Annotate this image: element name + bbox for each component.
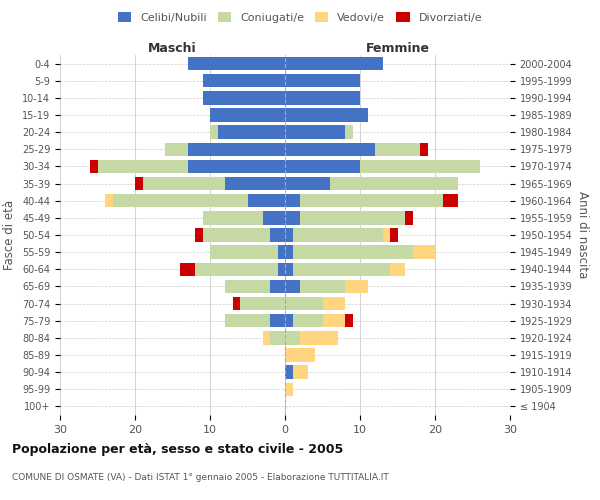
Bar [285, 262, 293, 276]
Bar [263, 331, 270, 344]
Bar [233, 297, 240, 310]
Bar [323, 297, 345, 310]
Bar [360, 160, 480, 173]
Bar [285, 331, 300, 344]
Bar [263, 211, 285, 224]
Bar [285, 57, 383, 70]
Bar [210, 108, 285, 122]
Bar [285, 246, 293, 259]
Bar [270, 314, 285, 328]
Bar [300, 280, 345, 293]
Bar [105, 194, 113, 207]
Bar [300, 331, 337, 344]
Text: Popolazione per età, sesso e stato civile - 2005: Popolazione per età, sesso e stato civil… [12, 442, 343, 456]
Bar [165, 142, 187, 156]
Bar [293, 366, 308, 379]
Bar [285, 74, 360, 88]
Bar [300, 194, 443, 207]
Bar [375, 142, 420, 156]
Bar [113, 194, 248, 207]
Bar [210, 246, 277, 259]
Bar [413, 246, 435, 259]
Bar [225, 314, 270, 328]
Bar [323, 314, 345, 328]
Bar [270, 280, 285, 293]
Bar [187, 142, 285, 156]
Y-axis label: Anni di nascita: Anni di nascita [576, 192, 589, 278]
Y-axis label: Fasce di età: Fasce di età [4, 200, 16, 270]
Bar [293, 228, 383, 241]
Bar [203, 91, 285, 104]
Bar [225, 280, 270, 293]
Bar [285, 177, 330, 190]
Bar [225, 177, 285, 190]
Text: COMUNE DI OSMATE (VA) - Dati ISTAT 1° gennaio 2005 - Elaborazione TUTTITALIA.IT: COMUNE DI OSMATE (VA) - Dati ISTAT 1° ge… [12, 472, 389, 482]
Bar [203, 211, 263, 224]
Bar [285, 142, 375, 156]
Bar [90, 160, 97, 173]
Bar [300, 211, 405, 224]
Bar [345, 280, 367, 293]
Bar [270, 228, 285, 241]
Bar [203, 74, 285, 88]
Bar [248, 194, 285, 207]
Bar [277, 262, 285, 276]
Text: Maschi: Maschi [148, 42, 197, 55]
Bar [285, 348, 315, 362]
Bar [97, 160, 187, 173]
Bar [285, 194, 300, 207]
Bar [187, 160, 285, 173]
Bar [293, 314, 323, 328]
Bar [240, 297, 285, 310]
Bar [345, 126, 353, 139]
Text: Femmine: Femmine [365, 42, 430, 55]
Bar [218, 126, 285, 139]
Bar [285, 91, 360, 104]
Bar [210, 126, 218, 139]
Bar [285, 126, 345, 139]
Bar [443, 194, 458, 207]
Bar [285, 297, 323, 310]
Bar [285, 314, 293, 328]
Bar [420, 142, 427, 156]
Bar [390, 228, 398, 241]
Bar [143, 177, 225, 190]
Bar [285, 211, 300, 224]
Bar [285, 228, 293, 241]
Bar [383, 228, 390, 241]
Bar [390, 262, 405, 276]
Bar [135, 177, 143, 190]
Legend: Celibi/Nubili, Coniugati/e, Vedovi/e, Divorziati/e: Celibi/Nubili, Coniugati/e, Vedovi/e, Di… [113, 8, 487, 28]
Bar [195, 228, 203, 241]
Bar [180, 262, 195, 276]
Bar [405, 211, 413, 224]
Bar [285, 366, 293, 379]
Bar [285, 382, 293, 396]
Bar [330, 177, 458, 190]
Bar [270, 331, 285, 344]
Bar [345, 314, 353, 328]
Bar [203, 228, 270, 241]
Bar [195, 262, 277, 276]
Bar [285, 108, 367, 122]
Bar [293, 246, 413, 259]
Bar [285, 280, 300, 293]
Bar [293, 262, 390, 276]
Bar [187, 57, 285, 70]
Bar [277, 246, 285, 259]
Bar [285, 160, 360, 173]
